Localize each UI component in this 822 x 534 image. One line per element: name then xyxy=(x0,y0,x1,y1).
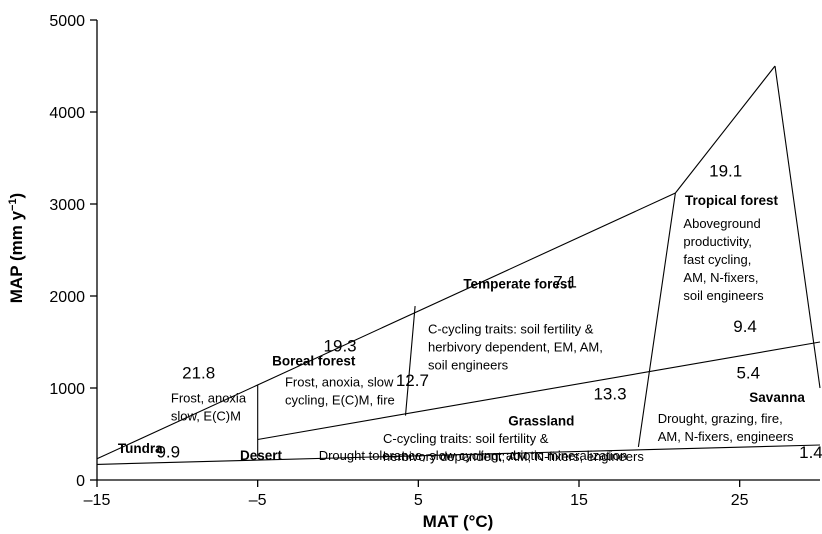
trait-description-line: Frost, anoxia xyxy=(171,391,247,406)
biome-name-label: Desert xyxy=(240,448,283,463)
y-axis-title-sup: −1 xyxy=(7,198,19,211)
biome-trait-description: Frost, anoxia slow, E(C)M xyxy=(171,391,247,424)
value-label: 9.4 xyxy=(733,317,757,336)
biome-labels: Tundra Desert Drought tolerance, slow cycl… xyxy=(118,161,822,464)
biome-boundary-line xyxy=(674,65,776,194)
value-label: 5.4 xyxy=(736,363,760,382)
trait-description-line: C-cycling traits: soil fertility & xyxy=(383,431,549,446)
y-tick-label: 2000 xyxy=(49,289,85,306)
value-label: 9.9 xyxy=(156,442,180,461)
trait-description-line: soil engineers xyxy=(428,357,509,372)
biome-boundary-line xyxy=(637,192,676,447)
axes: 0 1000 2000 3000 4000 5000 –15 –5 5 15 25 xyxy=(49,13,820,509)
trait-description-line: AM, N-fixers, xyxy=(683,270,758,285)
biome-trait-description: C-cycling traits: soil fertility & herbiv… xyxy=(383,431,644,464)
y-tick-label: 4000 xyxy=(49,105,85,122)
value-label: 19.1 xyxy=(709,161,742,180)
trait-description-line: productivity, xyxy=(683,234,751,249)
x-tick-label: 15 xyxy=(570,492,588,509)
biome-trait-description: Drought, grazing, fire, AM, N-fixers, eng… xyxy=(658,411,794,444)
biome-name-label: Temperate forest xyxy=(463,277,572,292)
biome-name-label: Savanna xyxy=(749,390,805,405)
biome-trait-description: Frost, anoxia, slow cycling, E(C)M, fire xyxy=(285,375,395,408)
value-label: 7.1 xyxy=(553,273,577,292)
trait-description-line: Frost, anoxia, slow xyxy=(285,375,394,390)
trait-description-line: C-cycling traits: soil fertility & xyxy=(428,321,594,336)
biome-boundary-line xyxy=(404,306,416,416)
biome-trait-description: Aboveground productivity, fast cycling, AM,… xyxy=(683,216,764,303)
value-label: 19.3 xyxy=(324,337,357,356)
x-axis-title: MAT (°C) xyxy=(423,512,494,531)
trait-description-line: soil engineers xyxy=(683,288,764,303)
biome-boundary-line xyxy=(96,444,821,465)
biome-trait-description: Drought tolerance, slow cycling, abiotic… xyxy=(319,448,628,463)
biome-boundary-line xyxy=(96,192,676,460)
y-axis-title-close: ) xyxy=(7,193,26,199)
y-tick-label: 5000 xyxy=(49,13,85,30)
y-tick-label: 3000 xyxy=(49,197,85,214)
biome-boundary-line xyxy=(774,65,821,389)
x-tick-label: 5 xyxy=(414,492,423,509)
x-tick-label: –15 xyxy=(84,492,111,509)
biome-name-label: Tundra xyxy=(118,441,163,456)
biome-boundaries xyxy=(96,65,821,465)
trait-description-line: fast cycling, xyxy=(683,252,751,267)
x-tick-label: 25 xyxy=(731,492,749,509)
y-tick-label: 0 xyxy=(76,473,85,490)
trait-description-line: slow, E(C)M xyxy=(171,409,241,424)
trait-description-line: AM, N-fixers, engineers xyxy=(658,429,794,444)
value-label: 12.7 xyxy=(396,371,429,390)
value-label: 13.3 xyxy=(593,385,626,404)
trait-description-line: cycling, E(C)M, fire xyxy=(285,393,395,408)
trait-description-line: Aboveground xyxy=(683,216,760,231)
value-label: 1.4 xyxy=(799,443,822,462)
trait-description-line: Drought, grazing, fire, xyxy=(658,411,783,426)
biome-boundary-line xyxy=(257,341,821,441)
value-label: 21.8 xyxy=(182,363,215,382)
trait-description-line: herbivory dependent, EM, AM, xyxy=(428,339,603,354)
x-tick-label: –5 xyxy=(249,492,267,509)
biome-name-label: Tropical forest xyxy=(685,193,779,208)
trait-description-line: herbivory dependent; AM, N-fixers, engin… xyxy=(383,449,644,464)
biome-name-label: Grassland xyxy=(508,414,574,429)
y-axis-title: MAP (mm y−1) xyxy=(7,193,26,303)
y-tick-label: 1000 xyxy=(49,381,85,398)
biome-trait-description: C-cycling traits: soil fertility & herbiv… xyxy=(428,321,603,372)
y-axis-title-main: MAP (mm y xyxy=(7,210,26,303)
trait-description-line: Drought tolerance, slow cycling, abiotic… xyxy=(319,448,628,463)
biome-name-label: Boreal forest xyxy=(272,353,356,368)
